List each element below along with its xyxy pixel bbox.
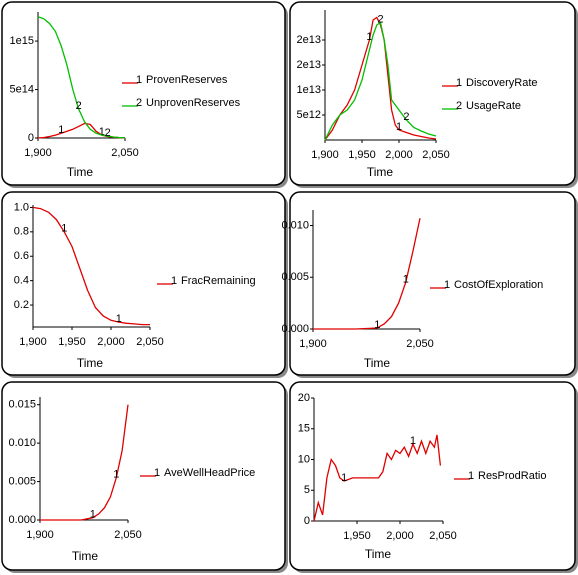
x-axis-label: Time [67,165,94,179]
legend-marker: 1 [154,467,160,479]
series-marker: 1 [58,124,64,136]
series-line [313,218,421,330]
legend-label: AveWellHeadPrice [164,467,255,479]
y-tick-label: 5 [304,484,310,496]
series-line [324,21,437,141]
y-tick-label: 0.6 [14,250,29,262]
series-marker: 2 [378,13,384,25]
series-line [40,404,129,521]
series-marker: 1 [341,472,347,484]
legend-marker: 1 [468,470,474,482]
x-tick-label: 2,050 [114,529,142,541]
series-marker: 1 [410,435,416,447]
x-tick-label: 1,900 [24,147,52,159]
x-tick-label: 2,050 [406,338,434,350]
legend-label: FracRemaining [181,275,256,287]
y-tick-label: 0.000 [281,323,309,335]
x-tick-label: 2,000 [97,336,125,348]
x-tick-label: 2,050 [111,147,139,159]
legend-marker: 1 [444,279,450,291]
y-tick-label: 10 [298,453,310,465]
legend-marker: 1 [171,275,177,287]
x-axis-label: Time [365,547,392,561]
x-tick-label: 2,000 [385,149,413,161]
y-tick-label: 0.005 [281,271,309,283]
y-tick-label: 0.010 [281,219,309,231]
x-tick-label: 1,900 [19,336,47,348]
legend-label: CostOfExploration [454,279,543,291]
y-tick-label: 5e14 [10,83,34,95]
y-tick-label: 0.4 [14,275,29,287]
y-tick-label: 0.000 [8,514,36,526]
x-axis-label: Time [364,356,391,370]
x-tick-label: 2,050 [429,530,457,542]
y-tick-label: 15 [298,423,310,435]
panel [289,1,576,186]
y-tick-label: 1.0 [14,201,29,213]
legend-label: UsageRate [466,100,521,112]
series-marker: 1 [366,31,372,43]
x-axis-label: Time [77,356,104,370]
legend-marker: 1 [136,74,142,86]
series-marker: 1 [116,313,122,325]
x-tick-label: 1,900 [26,529,54,541]
y-tick-label: 0.005 [8,475,36,487]
panel [289,381,576,571]
series-marker: 2 [105,127,111,139]
x-axis-label: Time [367,165,394,179]
x-tick-label: 1,950 [58,336,86,348]
series-marker: 1 [403,273,409,285]
y-tick-label: 2e13 [297,34,321,46]
x-tick-label: 1,900 [299,338,327,350]
y-tick-label: 0 [28,132,34,144]
series-line [313,434,442,522]
y-tick-label: 1e15 [10,35,34,47]
legend-marker: 2 [136,97,142,109]
y-tick-label: 0 [304,515,310,527]
panel [1,1,286,186]
y-tick-label: 0.2 [14,299,29,311]
legend-label: ProvenReserves [146,74,228,86]
y-tick-label: 20 [298,392,310,404]
x-tick-label: 2,050 [422,149,450,161]
series-line [37,16,126,139]
x-tick-label: 1,900 [311,149,339,161]
series-marker: 1 [99,126,105,138]
y-tick-label: 2e13 [297,59,321,71]
series-line [32,206,150,326]
series-marker: 1 [61,223,67,235]
y-tick-label: 1e13 [297,84,321,96]
series-marker: 2 [76,100,82,112]
legend-label: ResProdRatio [478,470,546,482]
y-tick-label: 0.8 [14,226,29,238]
panel [1,191,286,376]
x-tick-label: 2,050 [136,336,164,348]
series-marker: 2 [403,111,409,123]
y-tick-label: 5e12 [297,109,321,121]
x-tick-label: 1,950 [348,149,376,161]
series-marker: 1 [374,319,380,331]
legend-marker: 1 [456,77,462,89]
series-marker: 1 [396,121,402,133]
series-marker: 1 [113,469,119,481]
y-tick-label: 0.015 [8,399,36,411]
legend-marker: 2 [456,100,462,112]
legend-label: UnprovenReserves [146,97,241,109]
y-tick-label: 0.010 [8,437,36,449]
legend-label: DiscoveryRate [466,77,538,89]
x-tick-label: 2,000 [386,530,414,542]
x-tick-label: 1,950 [343,530,371,542]
series-marker: 1 [90,509,96,521]
x-axis-label: Time [72,549,99,563]
